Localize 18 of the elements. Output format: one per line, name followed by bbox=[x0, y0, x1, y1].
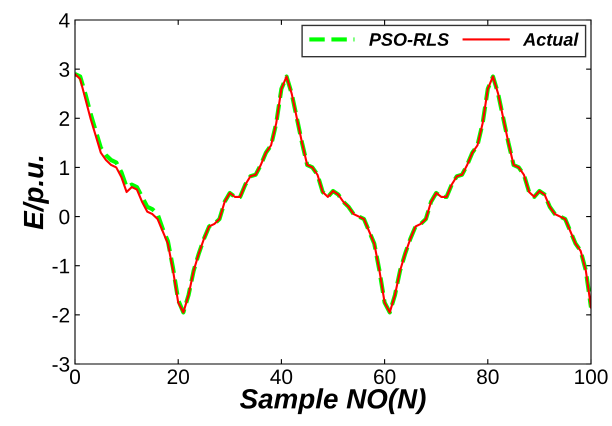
y-tick-label: 1 bbox=[60, 160, 70, 175]
x-axis-title: Sample NO(N) bbox=[240, 388, 426, 414]
y-axis-title: E/p.u. bbox=[22, 156, 49, 230]
x-tick-label: 60 bbox=[374, 369, 396, 384]
x-tick-label: 40 bbox=[270, 369, 292, 384]
x-tick-label: 0 bbox=[70, 369, 80, 384]
x-tick-label: 20 bbox=[168, 369, 189, 384]
y-tick-label: 0 bbox=[59, 210, 70, 224]
y-tick-label: -2 bbox=[52, 308, 70, 322]
y-tick-label: -1 bbox=[52, 258, 70, 274]
x-tick-label: 80 bbox=[477, 369, 499, 384]
y-tick-label: -3 bbox=[52, 357, 70, 372]
x-tick-label: 100 bbox=[575, 369, 608, 384]
legend-label: Actual bbox=[522, 32, 579, 46]
y-tick-label: 3 bbox=[59, 62, 70, 77]
y-tick-label: 4 bbox=[59, 13, 70, 28]
legend-label: PSO-RLS bbox=[369, 33, 449, 46]
y-tick-label: 2 bbox=[60, 111, 70, 126]
